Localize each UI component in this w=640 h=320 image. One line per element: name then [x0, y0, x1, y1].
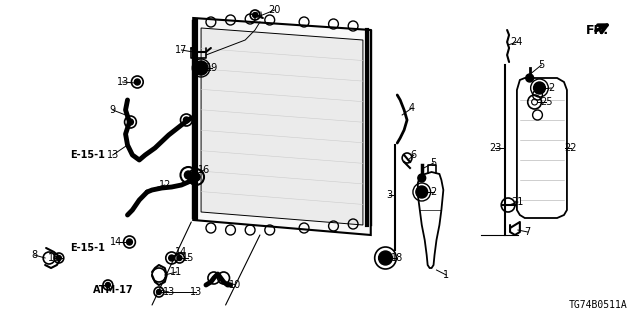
Circle shape: [194, 61, 208, 75]
Text: 16: 16: [198, 165, 210, 175]
Text: 5: 5: [538, 60, 545, 70]
Circle shape: [184, 171, 192, 179]
Circle shape: [184, 117, 189, 123]
Polygon shape: [193, 18, 371, 235]
Text: 7: 7: [525, 227, 531, 237]
Text: 12: 12: [159, 180, 171, 190]
Circle shape: [156, 290, 161, 294]
Polygon shape: [418, 172, 444, 268]
Circle shape: [56, 255, 61, 260]
Text: E-15-1: E-15-1: [70, 150, 106, 160]
Circle shape: [127, 119, 133, 125]
Text: 5: 5: [431, 158, 436, 168]
Text: 11: 11: [170, 267, 182, 277]
Text: 14: 14: [109, 237, 122, 247]
Circle shape: [416, 186, 428, 198]
Text: 4: 4: [409, 103, 415, 113]
Text: 3: 3: [387, 190, 392, 200]
Text: 13: 13: [116, 77, 129, 87]
Text: 20: 20: [268, 5, 281, 15]
Circle shape: [418, 174, 426, 182]
Text: 8: 8: [31, 250, 37, 260]
Text: 6: 6: [411, 150, 417, 160]
Circle shape: [525, 74, 534, 82]
Text: 22: 22: [564, 143, 577, 153]
Text: 15: 15: [48, 253, 60, 263]
Text: 13: 13: [163, 287, 175, 297]
Text: 13: 13: [107, 150, 119, 160]
Text: 23: 23: [489, 143, 502, 153]
Circle shape: [127, 239, 132, 245]
Text: 15: 15: [182, 253, 195, 263]
Text: 10: 10: [229, 280, 241, 290]
Circle shape: [253, 12, 257, 18]
Circle shape: [379, 251, 392, 265]
Circle shape: [106, 283, 110, 287]
Polygon shape: [201, 28, 363, 225]
Text: 13: 13: [190, 287, 202, 297]
Polygon shape: [517, 78, 567, 218]
Text: FR.: FR.: [586, 23, 609, 36]
Text: E-15-1: E-15-1: [70, 243, 106, 253]
Text: 24: 24: [511, 37, 523, 47]
Text: 2: 2: [548, 83, 554, 93]
Text: ATM-17: ATM-17: [93, 285, 134, 295]
Text: 9: 9: [109, 105, 116, 115]
Text: 1: 1: [444, 270, 449, 280]
Circle shape: [177, 255, 182, 260]
Circle shape: [134, 79, 140, 85]
Text: 14: 14: [175, 247, 188, 257]
Text: 19: 19: [205, 63, 218, 73]
Text: 25: 25: [540, 97, 552, 107]
Circle shape: [169, 255, 175, 261]
Text: 21: 21: [512, 197, 524, 207]
Text: 17: 17: [175, 45, 188, 55]
Circle shape: [192, 173, 200, 181]
Text: TG74B0511A: TG74B0511A: [569, 300, 628, 310]
Circle shape: [534, 82, 545, 94]
Text: 18: 18: [391, 253, 403, 263]
Text: 2: 2: [431, 187, 436, 197]
